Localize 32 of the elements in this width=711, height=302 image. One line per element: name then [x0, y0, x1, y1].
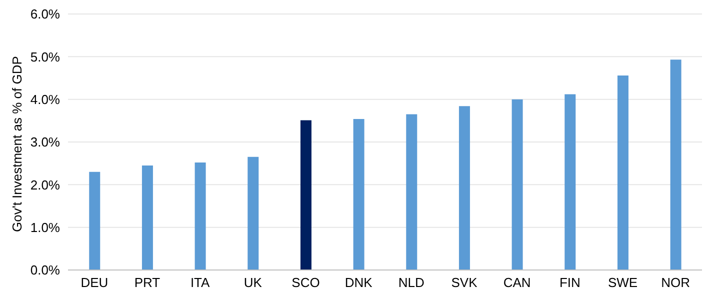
- x-tick-label: NOR: [661, 275, 690, 290]
- x-tick-label: SWE: [608, 275, 638, 290]
- x-tick-label: UK: [244, 275, 262, 290]
- y-tick-label: 6.0%: [30, 6, 60, 22]
- x-tick-label: FIN: [559, 275, 580, 290]
- bar: [353, 118, 364, 270]
- bar: [564, 94, 576, 270]
- bar: [248, 156, 259, 270]
- y-tick-label: 4.0%: [30, 92, 60, 107]
- x-tick-label: SVK: [451, 275, 478, 290]
- x-tick-label: DNK: [344, 275, 373, 290]
- x-tick-label: ITA: [190, 275, 210, 290]
- y-axis-title: Gov't Investment as % of GDP: [10, 56, 25, 232]
- bar: [194, 162, 206, 270]
- y-tick-label: 0.0%: [30, 262, 60, 278]
- bar: [142, 165, 153, 270]
- bar: [300, 120, 312, 270]
- y-tick-label: 1.0%: [30, 220, 60, 235]
- bar: [458, 106, 470, 270]
- x-tick-label: NLD: [398, 275, 424, 290]
- y-tick-label: 5.0%: [30, 49, 60, 64]
- x-tick-label: CAN: [503, 275, 531, 290]
- y-tick-label: 3.0%: [30, 134, 60, 150]
- bar: [406, 114, 418, 270]
- x-tick-label: PRT: [134, 275, 160, 290]
- bar: [512, 99, 523, 270]
- x-tick-label: DEU: [80, 275, 108, 290]
- x-tick-label: SCO: [292, 275, 320, 290]
- bar: [617, 75, 628, 270]
- bar: [670, 60, 682, 270]
- bar: [89, 172, 100, 270]
- y-tick-label: 2.0%: [30, 177, 60, 192]
